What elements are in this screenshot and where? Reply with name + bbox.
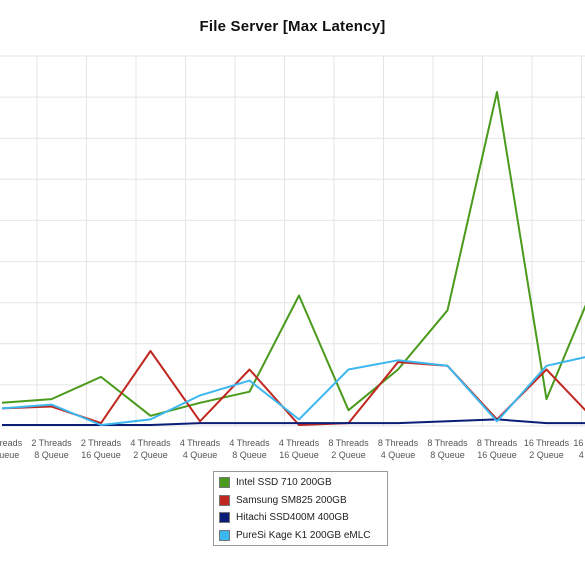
chart-legend: Intel SSD 710 200GB Samsung SM825 200GB Hi… xyxy=(213,471,388,546)
x-tick-label: 1 Threads xyxy=(0,438,23,448)
x-tick-label: 4 Queue xyxy=(183,450,218,460)
x-tick-label: 16 Queue xyxy=(279,450,319,460)
series-lines xyxy=(1,91,585,426)
x-tick-label: 8 Queue xyxy=(34,450,69,460)
x-tick-label: 8 Queue xyxy=(430,450,465,460)
legend-label: Samsung SM825 200GB xyxy=(236,494,347,506)
x-tick-label: 8 Threads xyxy=(427,438,468,448)
legend-label: Hitachi SSD400M 400GB xyxy=(236,512,349,524)
legend-swatch xyxy=(219,477,230,489)
legend-item: Intel SSD 710 200GB xyxy=(219,474,387,492)
x-tick-label: 2 Threads xyxy=(81,438,122,448)
legend-item: Samsung SM825 200GB xyxy=(219,492,387,510)
x-tick-label: 2 Queue xyxy=(331,450,366,460)
legend-item: Hitachi SSD400M 400GB xyxy=(219,509,387,527)
x-tick-label: 2 Queue xyxy=(0,450,19,460)
x-tick-label: 8 Queue xyxy=(232,450,267,460)
chart-title: File Server [Max Latency] xyxy=(199,18,386,35)
legend-item: PureSi Kage K1 200GB eMLC xyxy=(219,527,387,545)
x-tick-label: 2 Threads xyxy=(31,438,72,448)
x-tick-label: 2 Queue xyxy=(133,450,168,460)
x-tick-label: 16 Threads xyxy=(524,438,570,448)
x-tick-label: 4 Threads xyxy=(130,438,171,448)
legend-label: PureSi Kage K1 200GB eMLC xyxy=(236,529,371,541)
series-line-4 xyxy=(1,356,585,426)
x-tick-label: 4 Threads xyxy=(180,438,221,448)
x-tick-label: 16 Threads xyxy=(573,438,585,448)
x-tick-label: 8 Threads xyxy=(477,438,518,448)
x-tick-label: 16 Queue xyxy=(81,450,121,460)
x-tick-label: 4 Threads xyxy=(229,438,270,448)
x-tick-label: 4 Queue xyxy=(579,450,585,460)
x-axis-tick-labels: 1 Threads 2 Queue 2 Threads 8 Queue 2 Thread… xyxy=(0,438,585,460)
series-line-1 xyxy=(1,91,585,417)
x-tick-label: 8 Threads xyxy=(328,438,369,448)
legend-swatch xyxy=(219,494,230,506)
x-tick-label: 4 Queue xyxy=(381,450,416,460)
x-tick-label: 2 Queue xyxy=(529,450,564,460)
x-tick-label: 4 Threads xyxy=(279,438,320,448)
legend-swatch xyxy=(219,529,230,541)
legend-label: Intel SSD 710 200GB xyxy=(236,477,332,489)
x-tick-label: 16 Queue xyxy=(477,450,517,460)
x-tick-label: 8 Threads xyxy=(378,438,419,448)
chart-grid xyxy=(0,55,585,427)
legend-swatch xyxy=(219,512,230,524)
